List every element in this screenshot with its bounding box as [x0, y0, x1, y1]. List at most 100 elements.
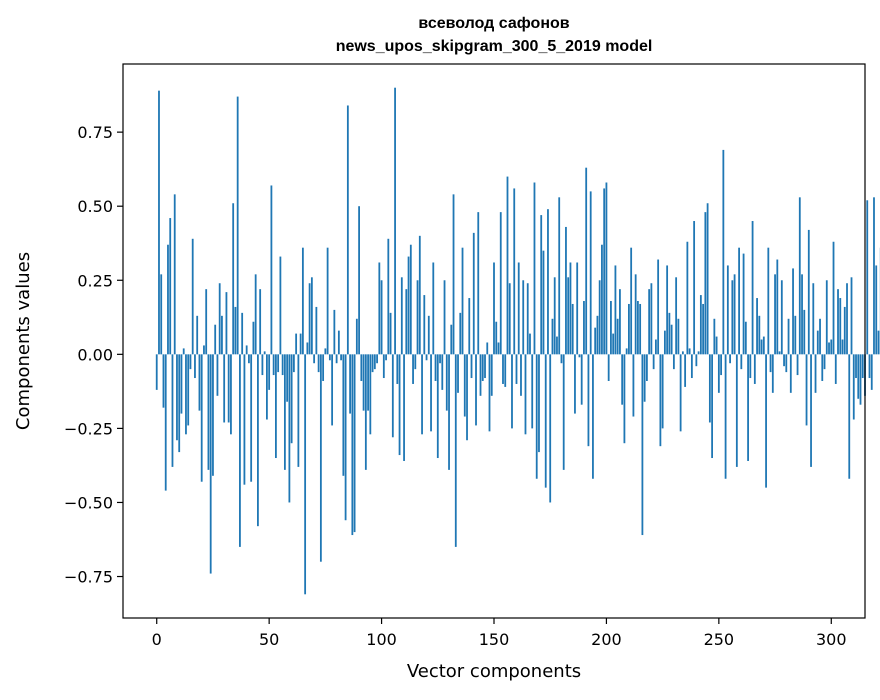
bar-175: [549, 354, 551, 502]
bar-56: [282, 354, 284, 375]
bar-232: [677, 319, 679, 355]
bar-254: [727, 265, 729, 354]
bar-288: [803, 310, 805, 354]
bar-243: [702, 304, 704, 354]
bar-134: [457, 354, 459, 393]
bar-71: [315, 307, 317, 354]
bar-215: [639, 304, 641, 354]
bar-223: [657, 260, 659, 355]
bar-165: [527, 283, 529, 354]
bar-306: [844, 307, 846, 354]
bar-298: [826, 280, 828, 354]
bar-155: [504, 354, 506, 387]
bar-43: [253, 322, 255, 355]
bar-209: [626, 348, 628, 354]
bar-167: [531, 354, 533, 428]
bar-20: [201, 354, 203, 481]
bar-211: [630, 248, 632, 355]
bar-257: [734, 274, 736, 354]
bar-245: [707, 203, 709, 354]
bar-268: [758, 316, 760, 355]
bar-58: [286, 354, 288, 401]
bar-127: [441, 354, 443, 390]
bar-1: [158, 91, 160, 355]
bar-303: [837, 289, 839, 354]
bar-201: [608, 354, 610, 381]
bar-242: [700, 295, 702, 354]
bar-292: [812, 283, 814, 354]
bar-262: [745, 322, 747, 355]
bar-41: [248, 354, 250, 363]
bar-63: [297, 354, 299, 467]
bar-17: [194, 354, 196, 378]
bar-42: [250, 354, 252, 481]
bar-136: [462, 248, 464, 355]
bar-252: [722, 150, 724, 354]
bar-18: [196, 316, 198, 355]
bar-295: [819, 319, 821, 355]
bar-130: [448, 354, 450, 470]
bar-316: [866, 200, 868, 354]
bar-189: [581, 354, 583, 404]
y-tick-label: −0.50: [64, 493, 113, 512]
bar-207: [621, 354, 623, 404]
bar-133: [455, 354, 457, 547]
bar-9: [176, 354, 178, 440]
bar-150: [493, 262, 495, 354]
bar-152: [498, 342, 500, 354]
bar-33: [230, 354, 232, 434]
x-tick-label: 200: [591, 630, 622, 649]
bar-140: [471, 354, 473, 378]
bar-86: [349, 354, 351, 413]
bar-84: [345, 354, 347, 520]
bar-186: [574, 354, 576, 413]
bar-118: [421, 354, 423, 434]
bar-301: [833, 242, 835, 355]
bar-21: [203, 345, 205, 354]
bar-290: [808, 230, 810, 354]
bar-85: [347, 105, 349, 354]
x-axis-label: Vector components: [407, 661, 581, 682]
bar-314: [862, 354, 864, 378]
bar-234: [682, 351, 684, 354]
bar-280: [785, 354, 787, 372]
bar-81: [338, 331, 340, 355]
bar-297: [824, 354, 826, 369]
bar-144: [480, 354, 482, 395]
bar-170: [538, 354, 540, 452]
bar-154: [502, 354, 504, 384]
bar-82: [340, 354, 342, 360]
bar-308: [848, 354, 850, 478]
bar-68: [309, 283, 311, 354]
bar-187: [576, 262, 578, 354]
bar-286: [799, 197, 801, 354]
bar-64: [300, 334, 302, 355]
bar-160: [516, 354, 518, 384]
bar-227: [666, 265, 668, 354]
bar-116: [417, 280, 419, 354]
bar-30: [223, 354, 225, 422]
bar-202: [610, 301, 612, 354]
bar-239: [693, 221, 695, 354]
bar-121: [428, 316, 430, 355]
bar-228: [668, 313, 670, 354]
bar-184: [570, 262, 572, 354]
bar-101: [383, 354, 385, 378]
bar-260: [740, 354, 742, 369]
bar-55: [279, 257, 281, 355]
bar-168: [534, 183, 536, 355]
bar-208: [624, 354, 626, 443]
bar-122: [430, 354, 432, 431]
bar-270: [763, 337, 765, 355]
bar-145: [482, 354, 484, 381]
bar-193: [590, 191, 592, 354]
bar-176: [552, 319, 554, 355]
bar-69: [311, 277, 313, 354]
bar-285: [797, 354, 799, 375]
bar-110: [403, 354, 405, 461]
bar-307: [846, 283, 848, 354]
bar-124: [435, 354, 437, 381]
bar-206: [619, 289, 621, 354]
bar-310: [853, 354, 855, 419]
bar-45: [257, 354, 259, 526]
